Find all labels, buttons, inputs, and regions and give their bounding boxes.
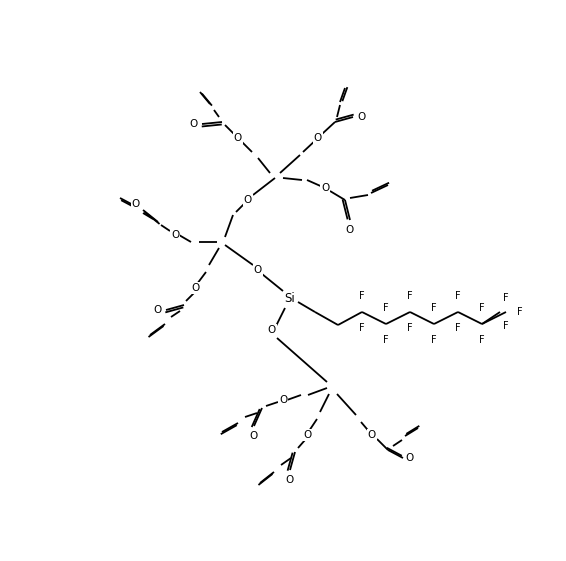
Text: F: F	[455, 323, 461, 333]
Text: F: F	[359, 291, 365, 301]
Text: O: O	[132, 199, 140, 209]
Text: O: O	[254, 265, 262, 275]
Text: F: F	[383, 303, 389, 313]
Text: O: O	[153, 305, 161, 315]
Text: O: O	[346, 225, 354, 235]
Text: O: O	[279, 395, 287, 405]
Text: O: O	[304, 430, 312, 440]
Text: O: O	[234, 133, 242, 143]
Text: O: O	[268, 325, 276, 335]
Text: O: O	[171, 230, 179, 240]
Text: O: O	[321, 183, 329, 193]
Text: F: F	[407, 291, 413, 301]
Text: F: F	[431, 303, 437, 313]
Text: F: F	[383, 335, 389, 345]
Text: F: F	[431, 335, 437, 345]
Text: O: O	[314, 133, 322, 143]
Text: F: F	[479, 335, 485, 345]
Text: Si: Si	[285, 292, 295, 305]
Text: F: F	[479, 303, 485, 313]
Text: O: O	[286, 475, 294, 485]
Text: O: O	[368, 430, 376, 440]
Text: F: F	[455, 291, 461, 301]
Text: O: O	[190, 119, 198, 129]
Text: F: F	[503, 321, 509, 331]
Text: F: F	[503, 293, 509, 303]
Text: F: F	[407, 323, 413, 333]
Text: O: O	[244, 195, 252, 205]
Text: F: F	[359, 323, 365, 333]
Text: O: O	[357, 112, 365, 122]
Text: O: O	[250, 431, 258, 441]
Text: O: O	[406, 453, 414, 463]
Text: F: F	[517, 307, 523, 317]
Text: O: O	[192, 283, 200, 293]
